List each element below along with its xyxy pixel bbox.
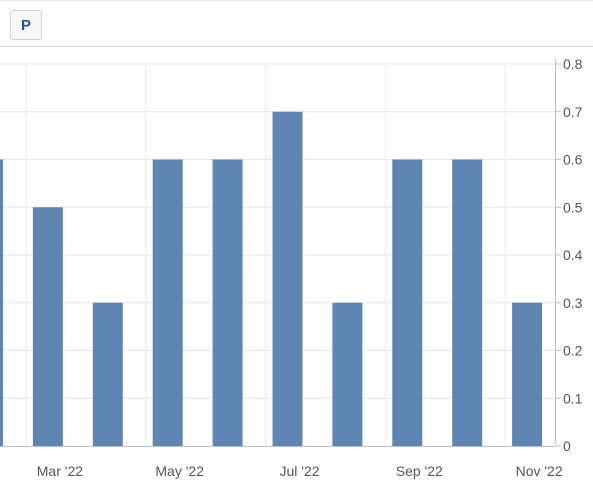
chart-toolbar: P	[0, 0, 593, 47]
y-tick-label: 0.4	[563, 247, 583, 263]
y-tick-label: 0.2	[563, 343, 583, 359]
x-tick-label: Sep '22	[396, 463, 443, 479]
y-tick-label: 0.3	[563, 295, 583, 311]
y-tick-label: 0.8	[563, 56, 583, 72]
p-menu-button[interactable]: P	[10, 10, 42, 40]
x-tick-label: Mar '22	[37, 463, 83, 479]
bar-feb-22	[0, 159, 3, 446]
x-tick-label: Nov '22	[516, 463, 563, 479]
x-tick-label: May '22	[155, 463, 204, 479]
bar-may-22	[152, 159, 183, 446]
bar-mar-22	[32, 207, 63, 446]
y-tick-labels: 0 0.1 0.2 0.3 0.4 0.5 0.6 0.7 0.8	[563, 56, 583, 454]
bar-oct-22	[452, 159, 483, 446]
axes	[0, 58, 561, 447]
bar-sep-22	[392, 159, 423, 446]
bar-chart: 0 0.1 0.2 0.3 0.4 0.5 0.6 0.7 0.8 Mar '22 May '22…	[0, 56, 583, 479]
y-tick-label: 0.1	[563, 390, 583, 406]
bar-jun-22	[212, 159, 243, 446]
bar-aug-22	[332, 302, 363, 446]
bar-nov-22	[512, 302, 543, 446]
y-tick-label: 0.6	[563, 152, 583, 168]
y-tick-label: 0.5	[563, 199, 583, 215]
bar-apr-22	[92, 302, 123, 446]
bars	[0, 111, 543, 446]
x-tick-label: Jul '22	[279, 463, 319, 479]
bar-jul-22	[272, 111, 303, 446]
p-logo-icon: P	[20, 16, 31, 34]
x-tick-labels: Mar '22 May '22 Jul '22 Sep '22 Nov '22	[37, 463, 563, 479]
y-tick-label: 0.7	[563, 104, 583, 120]
y-tick-label: 0	[563, 438, 571, 454]
